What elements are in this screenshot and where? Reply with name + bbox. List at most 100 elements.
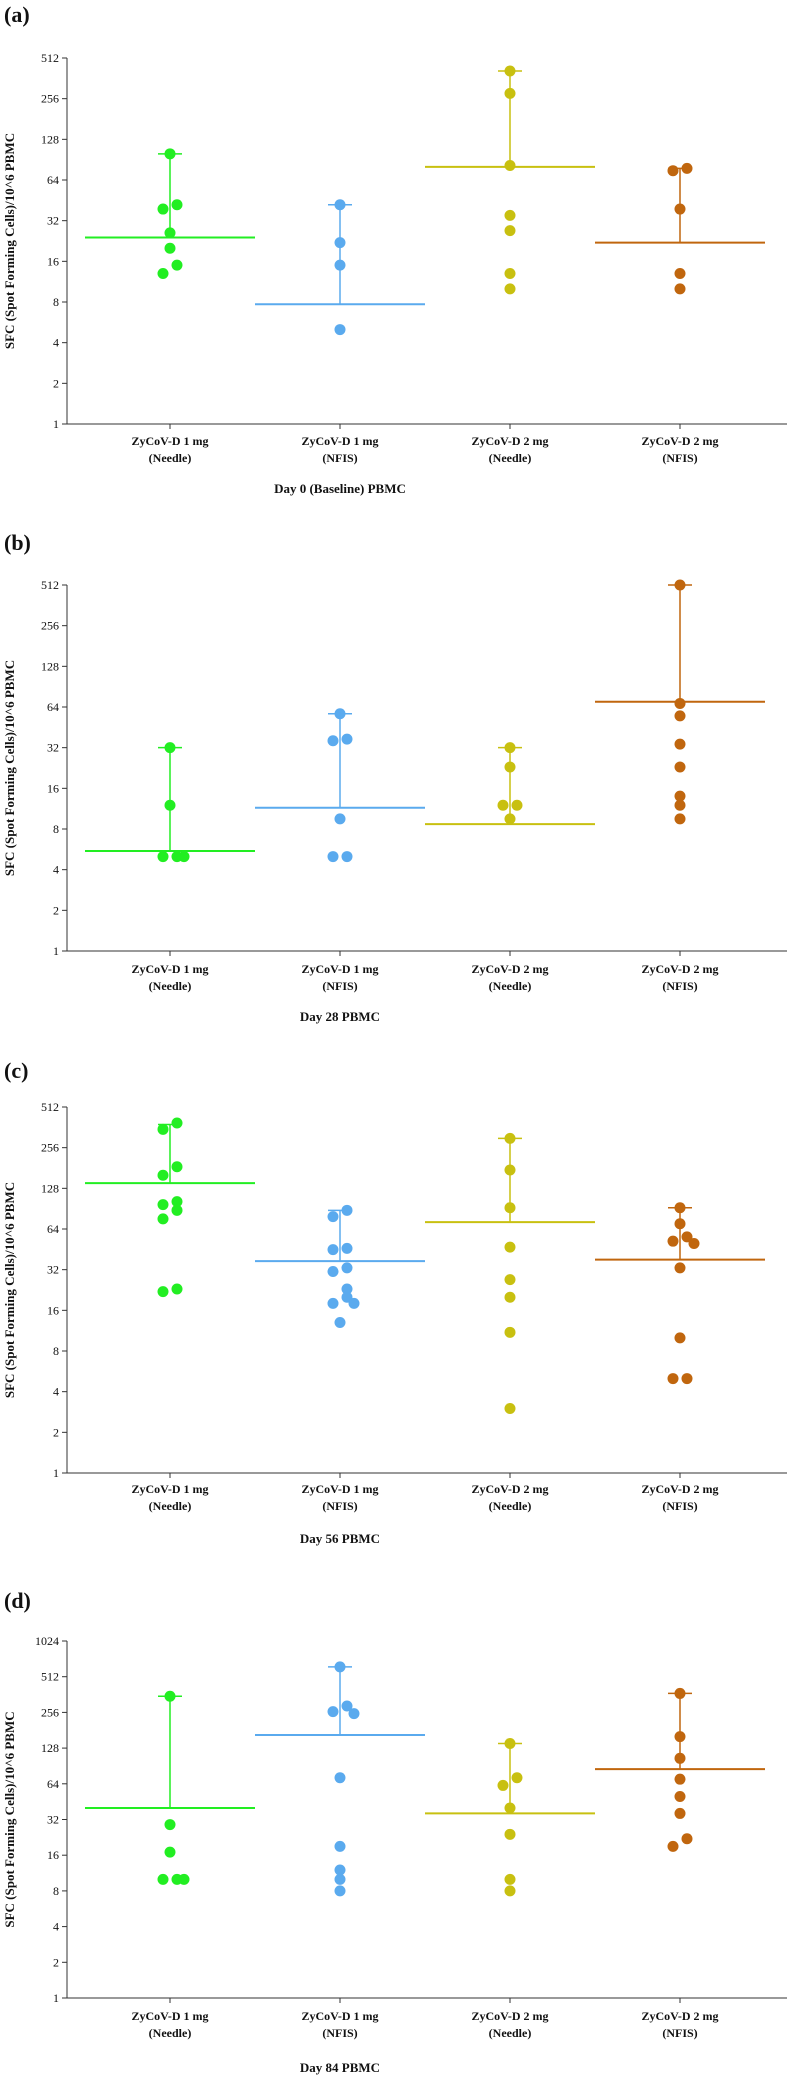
data-point	[497, 799, 509, 811]
data-point	[504, 283, 516, 295]
data-point	[334, 1885, 346, 1897]
y-tick-label: 2	[53, 903, 59, 917]
data-point	[334, 324, 346, 336]
data-point	[178, 851, 190, 863]
y-tick-label: 8	[53, 1884, 59, 1898]
data-point	[334, 1873, 346, 1885]
y-tick-label: 512	[41, 1670, 59, 1684]
y-tick-label: 4	[53, 336, 59, 350]
x-tick-label: ZyCoV-D 2 mg	[471, 2009, 548, 2023]
data-point	[674, 1731, 686, 1743]
data-point	[504, 159, 516, 171]
data-point	[674, 813, 686, 825]
y-tick-label: 8	[53, 822, 59, 836]
data-point	[504, 1241, 516, 1253]
series-group-2: ZyCoV-D 2 mg (Needle)	[425, 1132, 595, 1513]
data-point	[157, 268, 169, 280]
series-group-1: ZyCoV-D 1 mg (NFIS)	[255, 199, 425, 465]
data-point	[157, 203, 169, 215]
x-tick-label: (NFIS)	[662, 1499, 697, 1513]
x-tick-label: (NFIS)	[322, 451, 357, 465]
x-tick-label: ZyCoV-D 1 mg	[301, 434, 378, 448]
data-point	[334, 1840, 346, 1852]
y-tick-label: 64	[47, 173, 59, 187]
data-point	[327, 1211, 339, 1223]
y-tick-label: 256	[41, 92, 59, 106]
data-point	[504, 209, 516, 221]
data-point	[164, 1846, 176, 1858]
series-group-1: ZyCoV-D 1 mg (NFIS)	[255, 708, 425, 993]
data-point	[674, 268, 686, 280]
data-point	[504, 65, 516, 77]
data-point	[674, 697, 686, 709]
data-point	[504, 1828, 516, 1840]
y-tick-label: 4	[53, 1385, 59, 1399]
data-point	[327, 1244, 339, 1256]
data-point	[334, 708, 346, 720]
data-point	[667, 165, 679, 177]
data-point	[674, 1687, 686, 1699]
data-point	[504, 1274, 516, 1286]
panel-1: (b) 1 2 4 8 16 32 64 128 256 512 SFC (Spot Forming …	[2, 530, 787, 1024]
data-point	[327, 851, 339, 863]
x-tick-label: (Needle)	[489, 451, 532, 465]
data-point	[674, 790, 686, 802]
data-point	[348, 1708, 360, 1720]
series-group-3: ZyCoV-D 2 mg (NFIS)	[595, 579, 765, 993]
x-tick-label: ZyCoV-D 1 mg	[301, 2009, 378, 2023]
x-tick-label: (Needle)	[149, 979, 192, 993]
data-point	[674, 1332, 686, 1344]
data-point	[674, 1202, 686, 1214]
data-point	[348, 1297, 360, 1309]
y-tick-label: 64	[47, 700, 59, 714]
data-point	[341, 1204, 353, 1216]
data-point	[674, 738, 686, 750]
y-tick-label: 1	[53, 944, 59, 958]
series-group-1: ZyCoV-D 1 mg (NFIS)	[255, 1661, 425, 2040]
x-tick-label: ZyCoV-D 2 mg	[641, 2009, 718, 2023]
data-point	[681, 1231, 693, 1243]
series-group-0: ZyCoV-D 1 mg (Needle)	[85, 148, 255, 465]
panel-label: (b)	[4, 530, 31, 555]
data-point	[341, 1283, 353, 1295]
data-point	[341, 1700, 353, 1712]
data-point	[334, 1317, 346, 1329]
x-tick-label: (Needle)	[489, 979, 532, 993]
data-point	[667, 1235, 679, 1247]
panel-label: (d)	[4, 1588, 31, 1613]
data-point	[171, 1117, 183, 1129]
y-tick-label: 64	[47, 1222, 59, 1236]
x-tick-label: (NFIS)	[322, 1499, 357, 1513]
panel-label: (a)	[4, 2, 30, 27]
data-point	[674, 1262, 686, 1274]
y-tick-label: 16	[47, 1303, 59, 1317]
data-point	[164, 1819, 176, 1831]
y-tick-label: 128	[41, 132, 59, 146]
y-tick-label: 1	[53, 1466, 59, 1480]
y-tick-label: 8	[53, 1344, 59, 1358]
data-point	[171, 1161, 183, 1173]
x-tick-label: ZyCoV-D 1 mg	[131, 434, 208, 448]
panel-label: (c)	[4, 1058, 28, 1083]
data-point	[674, 761, 686, 773]
data-point	[157, 1286, 169, 1298]
y-tick-label: 128	[41, 1181, 59, 1195]
data-point	[674, 1791, 686, 1803]
y-tick-label: 32	[47, 741, 59, 755]
data-point	[504, 1132, 516, 1144]
y-tick-label: 16	[47, 781, 59, 795]
series-group-0: ZyCoV-D 1 mg (Needle)	[85, 1117, 255, 1513]
y-tick-label: 16	[47, 254, 59, 268]
y-tick-label: 1024	[35, 1634, 59, 1648]
data-point	[511, 1772, 523, 1784]
data-point	[334, 199, 346, 211]
data-point	[178, 1873, 190, 1885]
x-tick-label: ZyCoV-D 1 mg	[301, 962, 378, 976]
y-tick-label: 4	[53, 863, 59, 877]
x-tick-label: ZyCoV-D 2 mg	[471, 434, 548, 448]
data-point	[504, 1403, 516, 1415]
x-tick-label: ZyCoV-D 2 mg	[641, 962, 718, 976]
x-tick-label: (Needle)	[489, 2026, 532, 2040]
data-point	[504, 268, 516, 280]
data-point	[674, 283, 686, 295]
